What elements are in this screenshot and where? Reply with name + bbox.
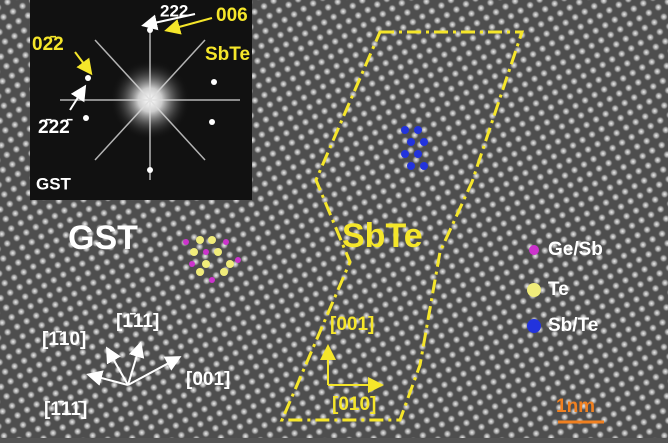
fft-label: 02̄2 bbox=[32, 34, 64, 55]
scale-label: 1nm bbox=[556, 396, 595, 417]
sbte-axes bbox=[320, 344, 384, 393]
fft-inset: 222 006 SbTe 02̄2 2̄22̄ GST bbox=[30, 0, 252, 200]
direction-label: [1̄11̄] bbox=[44, 399, 87, 420]
gst-axes bbox=[86, 341, 182, 386]
fft-label: 222 bbox=[160, 1, 188, 20]
atom-model bbox=[183, 126, 428, 283]
region-label: SbTe bbox=[342, 217, 423, 255]
legend: Ge/Sb Te Sb/Te bbox=[527, 239, 603, 336]
fft-label: SbTe bbox=[205, 44, 250, 65]
direction-label: [001] bbox=[330, 314, 374, 335]
direction-label: [1̄11] bbox=[116, 311, 159, 332]
direction-label: [001] bbox=[186, 369, 230, 390]
direction-label: [1̄10] bbox=[42, 329, 86, 350]
direction-label: [010] bbox=[332, 394, 376, 415]
legend-label: Sb/Te bbox=[548, 315, 598, 336]
sbte-region bbox=[279, 30, 525, 422]
legend-label: Ge/Sb bbox=[548, 239, 603, 260]
fft-label: GST bbox=[36, 174, 72, 193]
legend-label: Te bbox=[548, 279, 569, 300]
fft-label: 006 bbox=[216, 5, 248, 26]
region-label: GST bbox=[68, 219, 138, 257]
fft-label: 2̄22̄ bbox=[38, 117, 73, 138]
